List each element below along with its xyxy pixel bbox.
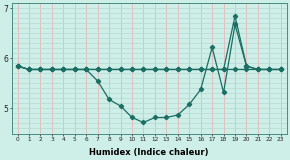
- X-axis label: Humidex (Indice chaleur): Humidex (Indice chaleur): [89, 148, 209, 156]
